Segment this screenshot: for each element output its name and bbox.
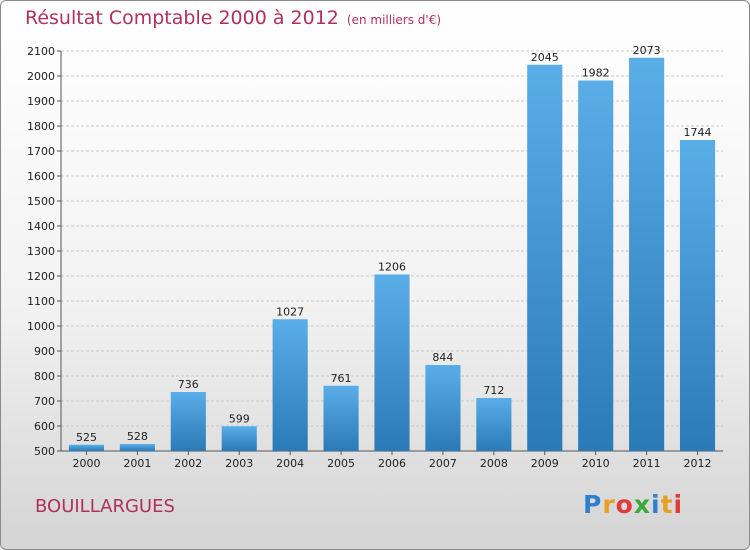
bars [68, 57, 716, 451]
bar [119, 444, 155, 451]
bar [323, 385, 359, 451]
x-tick-label: 2005 [327, 457, 355, 470]
x-tick-label: 2009 [531, 457, 559, 470]
logo-letter: x [633, 490, 651, 519]
y-tick-label: 1100 [27, 295, 55, 308]
bar [679, 140, 716, 451]
bar [425, 365, 461, 451]
x-tick-label: 2010 [582, 457, 610, 470]
value-label: 2045 [531, 51, 559, 64]
commune-name: BOUILLARGUES [35, 496, 175, 517]
y-tick-label: 1800 [27, 120, 55, 133]
y-tick-label: 1400 [27, 220, 55, 233]
x-tick-label: 2004 [276, 457, 304, 470]
value-label: 599 [229, 412, 250, 425]
x-tick-label: 2002 [174, 457, 202, 470]
value-label: 761 [331, 372, 352, 385]
logo-letter: i [673, 490, 684, 519]
y-tick-label: 2100 [27, 45, 55, 58]
value-label: 1027 [276, 305, 304, 318]
y-tick-label: 900 [34, 345, 55, 358]
x-tick-label: 2006 [378, 457, 406, 470]
logo-letter: r [602, 490, 616, 519]
y-tick-label: 1000 [27, 320, 55, 333]
y-tick-label: 1700 [27, 145, 55, 158]
value-label: 2073 [633, 44, 661, 57]
value-label: 1744 [684, 126, 712, 139]
bar [629, 57, 665, 451]
x-tick-label: 2001 [123, 457, 151, 470]
logo-letter: t [660, 490, 674, 519]
logo-letter: i [651, 490, 661, 519]
y-tick-label: 800 [34, 370, 55, 383]
y-tick-label: 1200 [27, 270, 55, 283]
chart-subtitle: (en milliers d'€) [346, 13, 442, 27]
value-label: 525 [76, 431, 97, 444]
y-tick-label: 600 [34, 420, 55, 433]
chart-title: Résultat Comptable 2000 à 2012 (en millie… [25, 7, 441, 29]
y-tick-label: 1600 [27, 170, 55, 183]
y-tick-label: 1900 [27, 95, 55, 108]
y-tick-label: 2000 [27, 70, 55, 83]
x-tick-label: 2000 [72, 457, 100, 470]
x-tick-label: 2011 [633, 457, 661, 470]
bar [170, 392, 206, 451]
bar [68, 444, 105, 451]
y-tick-label: 1500 [27, 195, 55, 208]
proxiti-logo: Proxiti [583, 490, 683, 519]
value-label: 1982 [582, 67, 610, 80]
value-label: 844 [432, 351, 453, 364]
bar [578, 80, 614, 451]
logo-letter: o [615, 490, 634, 519]
x-tick-label: 2003 [225, 457, 253, 470]
bar [221, 426, 257, 451]
x-tick-label: 2008 [480, 457, 508, 470]
y-tick-label: 500 [34, 445, 55, 458]
y-tick-label: 700 [34, 395, 55, 408]
bar [374, 274, 410, 451]
value-label: 736 [178, 378, 199, 391]
bar [527, 64, 563, 451]
value-label: 712 [483, 384, 504, 397]
value-label: 528 [127, 430, 148, 443]
x-tick-label: 2007 [429, 457, 457, 470]
bar [476, 398, 512, 451]
chart-title-text: Résultat Comptable 2000 à 2012 [25, 7, 339, 29]
logo-letter: P [583, 490, 603, 519]
y-tick-label: 1300 [27, 245, 55, 258]
labels: 500 600 700 800 900 1000 1100 1200 1300 1400 1500 1… [27, 44, 712, 470]
x-tick-label: 2012 [684, 457, 712, 470]
value-label: 1206 [378, 261, 406, 274]
bar [272, 319, 308, 451]
